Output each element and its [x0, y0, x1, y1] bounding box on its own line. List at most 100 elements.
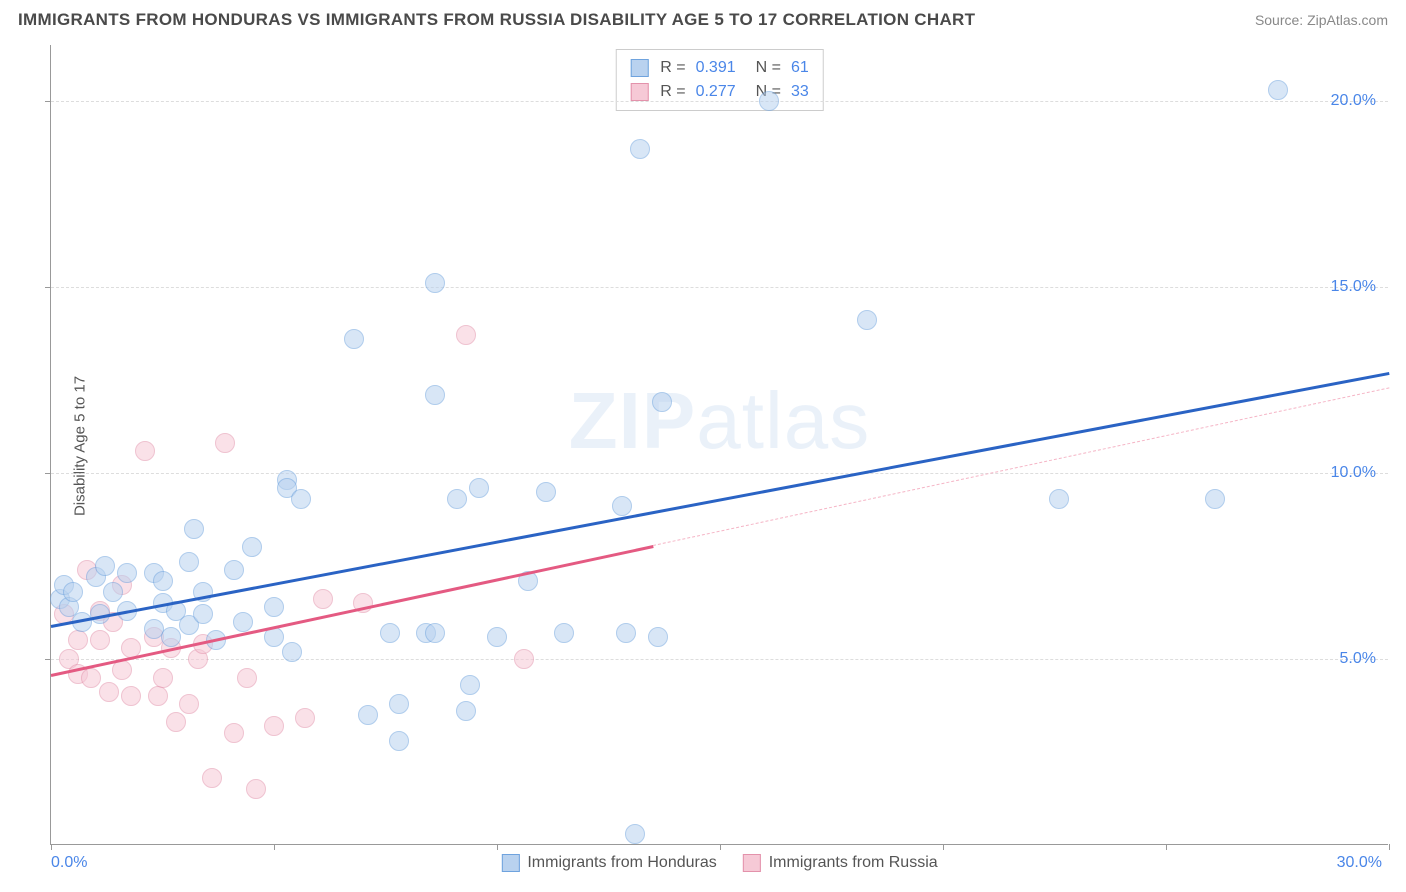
x-tick-label: 0.0% — [51, 854, 87, 872]
scatter-point — [456, 701, 476, 721]
swatch-icon — [630, 83, 648, 101]
legend-n-label: N = — [756, 56, 781, 80]
legend-label: Immigrants from Russia — [769, 854, 938, 872]
scatter-point — [759, 91, 779, 111]
scatter-point — [536, 482, 556, 502]
scatter-point — [224, 723, 244, 743]
x-tick-label: 30.0% — [1337, 854, 1382, 872]
scatter-point — [1268, 80, 1288, 100]
legend-r-value: 0.391 — [696, 56, 736, 80]
y-tick-label: 15.0% — [1331, 278, 1376, 296]
scatter-point — [389, 694, 409, 714]
swatch-icon — [743, 854, 761, 872]
scatter-point — [389, 731, 409, 751]
scatter-point — [166, 712, 186, 732]
gridline — [51, 473, 1388, 474]
legend-label: Immigrants from Honduras — [527, 854, 716, 872]
swatch-icon — [630, 59, 648, 77]
x-tick-mark — [720, 844, 721, 850]
scatter-point — [652, 392, 672, 412]
scatter-point — [857, 310, 877, 330]
scatter-point — [161, 627, 181, 647]
scatter-point — [246, 779, 266, 799]
y-tick-mark — [45, 287, 51, 288]
scatter-point — [425, 273, 445, 293]
y-tick-mark — [45, 659, 51, 660]
scatter-point — [380, 623, 400, 643]
y-tick-label: 5.0% — [1340, 650, 1376, 668]
scatter-point — [425, 623, 445, 643]
swatch-icon — [501, 854, 519, 872]
scatter-point — [1205, 489, 1225, 509]
scatter-point — [148, 686, 168, 706]
scatter-point — [117, 563, 137, 583]
scatter-point — [90, 630, 110, 650]
scatter-point — [344, 329, 364, 349]
legend-r-label: R = — [660, 56, 685, 80]
gridline — [51, 101, 1388, 102]
legend-n-value: 61 — [791, 56, 809, 80]
trend-line — [51, 372, 1390, 628]
scatter-point — [264, 716, 284, 736]
scatter-point — [179, 694, 199, 714]
x-tick-mark — [1166, 844, 1167, 850]
x-tick-mark — [274, 844, 275, 850]
scatter-point — [282, 642, 302, 662]
watermark-bold: ZIP — [569, 376, 696, 465]
scatter-point — [153, 668, 173, 688]
scatter-point — [135, 441, 155, 461]
scatter-point — [81, 668, 101, 688]
scatter-point — [460, 675, 480, 695]
y-tick-mark — [45, 473, 51, 474]
y-tick-mark — [45, 101, 51, 102]
scatter-point — [184, 519, 204, 539]
scatter-point — [456, 325, 476, 345]
scatter-point — [425, 385, 445, 405]
chart-title: IMMIGRANTS FROM HONDURAS VS IMMIGRANTS F… — [18, 10, 975, 30]
x-tick-mark — [497, 844, 498, 850]
scatter-point — [514, 649, 534, 669]
x-tick-mark — [1389, 844, 1390, 850]
scatter-point — [121, 686, 141, 706]
scatter-point — [95, 556, 115, 576]
scatter-point — [1049, 489, 1069, 509]
gridline — [51, 659, 1388, 660]
legend-item: Immigrants from Honduras — [501, 854, 716, 872]
scatter-point — [469, 478, 489, 498]
gridline — [51, 287, 1388, 288]
scatter-point — [648, 627, 668, 647]
scatter-point — [153, 571, 173, 591]
legend-row: R = 0.391 N = 61 — [630, 56, 809, 80]
scatter-point — [616, 623, 636, 643]
x-tick-mark — [943, 844, 944, 850]
scatter-point — [237, 668, 257, 688]
scatter-point — [625, 824, 645, 844]
scatter-point — [264, 597, 284, 617]
legend-item: Immigrants from Russia — [743, 854, 938, 872]
scatter-point — [68, 630, 88, 650]
watermark: ZIPatlas — [569, 375, 870, 467]
scatter-point — [487, 627, 507, 647]
scatter-point — [179, 552, 199, 572]
scatter-point — [612, 496, 632, 516]
scatter-point — [99, 682, 119, 702]
scatter-point — [215, 433, 235, 453]
x-tick-mark — [51, 844, 52, 850]
scatter-point — [291, 489, 311, 509]
watermark-thin: atlas — [696, 376, 870, 465]
y-tick-label: 10.0% — [1331, 464, 1376, 482]
scatter-point — [193, 604, 213, 624]
scatter-point — [554, 623, 574, 643]
scatter-point — [224, 560, 244, 580]
y-tick-label: 20.0% — [1331, 92, 1376, 110]
trend-line — [653, 387, 1389, 546]
scatter-point — [103, 582, 123, 602]
scatter-point — [63, 582, 83, 602]
scatter-point — [202, 768, 222, 788]
scatter-point — [358, 705, 378, 725]
plot-area: ZIPatlas R = 0.391 N = 61 R = 0.277 N = … — [50, 45, 1388, 845]
source-label: Source: ZipAtlas.com — [1255, 12, 1388, 28]
scatter-point — [313, 589, 333, 609]
scatter-point — [233, 612, 253, 632]
series-legend: Immigrants from Honduras Immigrants from… — [501, 854, 937, 872]
